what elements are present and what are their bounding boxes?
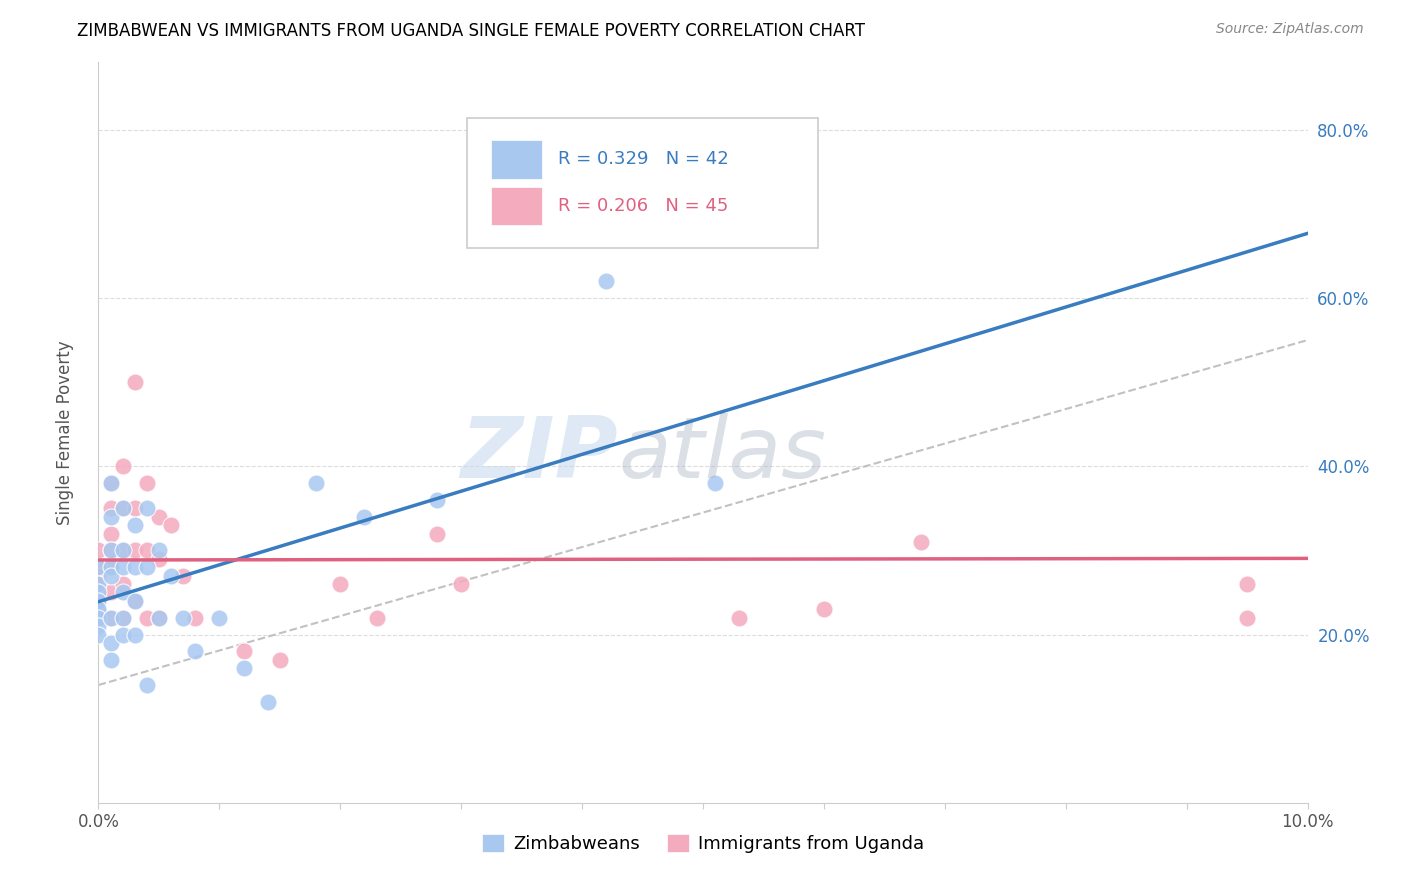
Point	[148, 543, 170, 558]
Point	[87, 610, 110, 624]
Point	[100, 560, 122, 574]
Point	[329, 577, 352, 591]
Point	[704, 476, 727, 491]
Point	[305, 476, 328, 491]
Point	[100, 568, 122, 582]
Text: ZIMBABWEAN VS IMMIGRANTS FROM UGANDA SINGLE FEMALE POVERTY CORRELATION CHART: ZIMBABWEAN VS IMMIGRANTS FROM UGANDA SIN…	[77, 22, 865, 40]
Point	[100, 509, 122, 524]
Point	[87, 585, 110, 599]
Point	[100, 653, 122, 667]
Point	[728, 610, 751, 624]
Point	[135, 501, 157, 516]
Point	[111, 501, 134, 516]
Point	[100, 610, 122, 624]
Point	[87, 602, 110, 616]
Point	[87, 594, 110, 608]
Point	[100, 526, 122, 541]
Legend: Zimbabweans, Immigrants from Uganda: Zimbabweans, Immigrants from Uganda	[475, 827, 931, 861]
Point	[87, 602, 110, 616]
Point	[148, 509, 170, 524]
Text: R = 0.206   N = 45: R = 0.206 N = 45	[558, 197, 728, 215]
Point	[87, 568, 110, 582]
Point	[111, 585, 134, 599]
Point	[148, 610, 170, 624]
Point	[353, 509, 375, 524]
Point	[135, 678, 157, 692]
Text: ZIP: ZIP	[461, 413, 619, 496]
Point	[269, 653, 291, 667]
Point	[87, 577, 110, 591]
Point	[111, 577, 134, 591]
Point	[111, 627, 134, 641]
Point	[184, 610, 207, 624]
Point	[124, 627, 146, 641]
Point	[1236, 610, 1258, 624]
Point	[668, 198, 690, 212]
Point	[111, 610, 134, 624]
Point	[813, 602, 835, 616]
Point	[87, 619, 110, 633]
Point	[100, 543, 122, 558]
Point	[87, 560, 110, 574]
FancyBboxPatch shape	[467, 118, 818, 247]
Text: atlas: atlas	[619, 413, 827, 496]
Point	[135, 543, 157, 558]
Point	[426, 526, 449, 541]
Point	[111, 543, 134, 558]
Point	[124, 594, 146, 608]
Text: Source: ZipAtlas.com: Source: ZipAtlas.com	[1216, 22, 1364, 37]
Point	[87, 560, 110, 574]
Point	[124, 518, 146, 533]
Point	[160, 568, 183, 582]
Point	[100, 476, 122, 491]
Point	[111, 543, 134, 558]
Point	[124, 543, 146, 558]
Point	[135, 560, 157, 574]
Point	[111, 610, 134, 624]
Point	[595, 274, 617, 288]
Point	[135, 610, 157, 624]
Point	[232, 661, 254, 675]
Point	[87, 594, 110, 608]
Point	[366, 610, 388, 624]
Point	[256, 695, 278, 709]
Point	[100, 476, 122, 491]
Point	[124, 501, 146, 516]
Point	[124, 375, 146, 389]
Point	[87, 543, 110, 558]
Point	[208, 610, 231, 624]
Point	[426, 492, 449, 507]
Point	[100, 501, 122, 516]
Point	[100, 560, 122, 574]
Point	[111, 501, 134, 516]
Y-axis label: Single Female Poverty: Single Female Poverty	[56, 341, 75, 524]
Point	[450, 577, 472, 591]
Point	[232, 644, 254, 658]
Point	[148, 610, 170, 624]
Point	[87, 627, 110, 641]
FancyBboxPatch shape	[492, 186, 543, 226]
Text: R = 0.329   N = 42: R = 0.329 N = 42	[558, 151, 728, 169]
Point	[100, 636, 122, 650]
Point	[111, 459, 134, 474]
Point	[160, 518, 183, 533]
Point	[910, 535, 932, 549]
Point	[1236, 577, 1258, 591]
FancyBboxPatch shape	[492, 140, 543, 178]
Point	[100, 543, 122, 558]
Point	[100, 585, 122, 599]
Point	[148, 551, 170, 566]
Point	[111, 560, 134, 574]
Point	[87, 577, 110, 591]
Point	[124, 594, 146, 608]
Point	[172, 610, 194, 624]
Point	[135, 476, 157, 491]
Point	[124, 560, 146, 574]
Point	[87, 585, 110, 599]
Point	[184, 644, 207, 658]
Point	[172, 568, 194, 582]
Point	[100, 610, 122, 624]
Point	[87, 610, 110, 624]
